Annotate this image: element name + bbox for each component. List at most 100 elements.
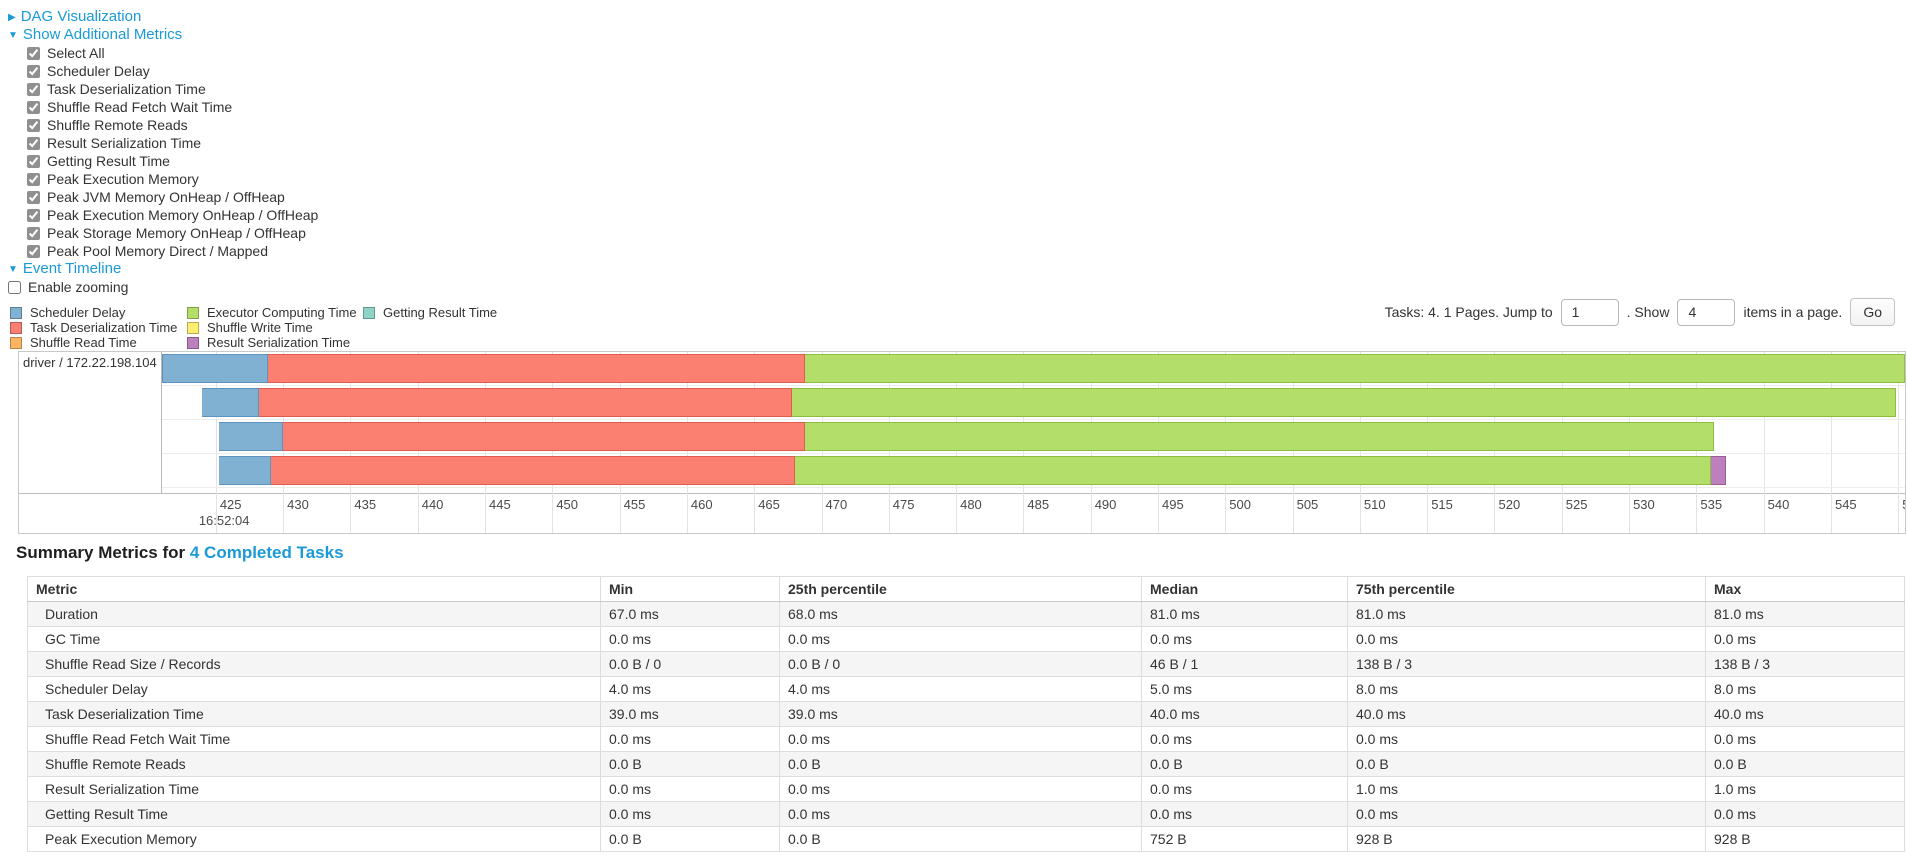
completed-tasks-link[interactable]: 4 Completed Tasks <box>189 543 344 562</box>
metric-checkbox-row: Peak Pool Memory Direct / Mapped <box>27 242 1907 260</box>
metric-name-cell: Peak Execution Memory <box>27 826 601 852</box>
metric-value-cell: 1.0 ms <box>1347 776 1706 802</box>
metric-value-cell: 138 B / 3 <box>1705 651 1905 677</box>
metric-value-cell: 8.0 ms <box>1347 676 1706 702</box>
task-bar-scheduler-delay[interactable] <box>162 354 269 383</box>
expanded-arrow-icon: ▼ <box>8 30 18 41</box>
shuffle-read-fetch-wait-time-checkbox[interactable] <box>27 100 40 114</box>
timeline-row-separator <box>162 453 1905 454</box>
task-bar-executor-computing[interactable] <box>805 354 1905 383</box>
task-bar-task-deserialization[interactable] <box>268 354 806 383</box>
metric-value-cell: 0.0 ms <box>779 626 1142 652</box>
executor-label: driver / 172.22.198.104 <box>23 355 157 370</box>
event-timeline-toggle[interactable]: ▼ Event Timeline <box>8 260 1907 278</box>
result-serialization-time-checkbox[interactable] <box>27 136 40 150</box>
metric-checkbox-label: Shuffle Remote Reads <box>47 117 188 133</box>
timeline-plot-area: 425 430 435 440 445 450 455 460 465 470 475 480 485 4… <box>162 352 1905 533</box>
task-bar-executor-computing[interactable] <box>805 422 1714 451</box>
task-bar-scheduler-delay[interactable] <box>218 422 284 451</box>
peak-execution-memory-checkbox[interactable] <box>27 172 40 186</box>
timeline-tick-label: 535 <box>1700 497 1723 512</box>
task-bar-executor-computing[interactable] <box>794 456 1712 485</box>
metric-value-cell: 0.0 ms <box>1705 726 1905 752</box>
metric-checkbox-label: Shuffle Read Fetch Wait Time <box>47 99 233 115</box>
dag-visualization-toggle[interactable]: ▶ DAG Visualization <box>8 8 1907 26</box>
metric-checkbox-row: Peak Execution Memory <box>27 170 1907 188</box>
peak-execution-memory-onheap-offheap-checkbox[interactable] <box>27 208 40 222</box>
metric-checkbox-label: Task Deserialization Time <box>47 81 206 97</box>
task-bar-result-serialization[interactable] <box>1711 456 1726 485</box>
event-timeline-label: Event Timeline <box>22 260 122 277</box>
metric-value-cell: 0.0 ms <box>1347 801 1706 827</box>
timeline-tick-label: 485 <box>1027 497 1050 512</box>
scheduler-delay-swatch-icon <box>10 306 22 319</box>
timeline-tick-label: 445 <box>489 497 511 512</box>
legend-item: Result Serialization Time <box>187 335 363 350</box>
task-bar-scheduler-delay[interactable] <box>202 388 259 417</box>
peak-jvm-memory-onheap-offheap-checkbox[interactable] <box>27 190 40 204</box>
shuffle-write-time-swatch-icon <box>187 321 199 334</box>
legend-item-label: Executor Computing Time <box>207 305 357 320</box>
timeline-tick-label: 425 <box>219 497 242 512</box>
task-bar-scheduler-delay[interactable] <box>218 456 271 485</box>
result-serialization-time-swatch-icon <box>187 336 199 349</box>
metric-checkbox-label: Getting Result Time <box>47 153 170 169</box>
metric-value-cell: 0.0 B <box>1347 751 1706 777</box>
metric-checkbox-label: Peak Storage Memory OnHeap / OffHeap <box>47 225 306 241</box>
timeline-row-separator <box>162 419 1905 420</box>
shuffle-remote-reads-checkbox[interactable] <box>27 118 40 132</box>
metric-name-cell: Shuffle Read Fetch Wait Time <box>27 726 601 752</box>
getting-result-time-checkbox[interactable] <box>27 154 40 168</box>
metric-value-cell: 928 B <box>1705 826 1905 852</box>
legend-item: Getting Result Time <box>363 305 497 320</box>
collapsed-arrow-icon: ▶ <box>8 12 16 23</box>
legend-column: Getting Result Time <box>363 305 497 350</box>
peak-storage-memory-onheap-offheap-checkbox[interactable] <box>27 226 40 240</box>
timeline-tick-label: 470 <box>825 497 848 512</box>
legend-item-label: Getting Result Time <box>383 305 498 320</box>
legend-and-pagination-row: Scheduler Delay Task Deserialization Time… <box>10 298 1907 351</box>
column-header-metric: Metric <box>27 576 601 602</box>
scheduler-delay-checkbox[interactable] <box>27 64 40 78</box>
legend-item: Shuffle Read Time <box>10 335 187 350</box>
timeline-tick-label: 505 <box>1296 497 1319 512</box>
metric-value-cell: 0.0 B <box>1141 751 1348 777</box>
task-deserialization-time-checkbox[interactable] <box>27 82 40 96</box>
task-bar-task-deserialization[interactable] <box>258 388 792 417</box>
metrics-checkbox-list: Select All Scheduler Delay Task Deserializ… <box>27 44 1907 260</box>
select-all-checkbox[interactable] <box>27 46 40 60</box>
timeline-tick-label: 515 <box>1431 497 1453 512</box>
show-additional-metrics-toggle[interactable]: ▼ Show Additional Metrics <box>8 26 1907 44</box>
metric-name-cell: Task Deserialization Time <box>27 701 601 727</box>
timeline-tick-label: 520 <box>1498 497 1521 512</box>
metric-value-cell: 0.0 ms <box>779 801 1142 827</box>
metric-value-cell: 81.0 ms <box>1705 601 1905 627</box>
go-button[interactable]: Go <box>1850 298 1895 326</box>
items-per-page-input[interactable] <box>1677 298 1736 326</box>
legend-column: Scheduler Delay Task Deserialization Time… <box>10 305 187 350</box>
summary-metrics-title: Summary Metrics for 4 Completed Tasks <box>16 543 1907 564</box>
column-header-min: Min <box>600 576 780 602</box>
metric-value-cell: 0.0 B <box>600 751 780 777</box>
metric-value-cell: 0.0 ms <box>1705 801 1905 827</box>
metric-value-cell: 68.0 ms <box>779 601 1142 627</box>
metric-value-cell: 5.0 ms <box>1141 676 1348 702</box>
task-bar-task-deserialization[interactable] <box>283 422 806 451</box>
tasks-pagination: Tasks: 4. 1 Pages. Jump to . Show items … <box>1385 298 1895 326</box>
metric-checkbox-row: Task Deserialization Time <box>27 80 1907 98</box>
task-bar-task-deserialization[interactable] <box>271 456 795 485</box>
dag-visualization-label: DAG Visualization <box>20 8 142 25</box>
timeline-gridline <box>215 352 217 533</box>
task-bar-executor-computing[interactable] <box>791 388 1896 417</box>
enable-zooming-checkbox[interactable] <box>8 280 21 294</box>
metric-value-cell: 138 B / 3 <box>1347 651 1706 677</box>
metric-value-cell: 4.0 ms <box>779 676 1142 702</box>
metric-checkbox-label: Peak Execution Memory OnHeap / OffHeap <box>47 207 319 223</box>
metric-value-cell: 40.0 ms <box>1705 701 1905 727</box>
peak-pool-memory-direct-mapped-checkbox[interactable] <box>27 244 40 258</box>
metric-name-cell: Shuffle Read Size / Records <box>27 651 601 677</box>
metric-value-cell: 81.0 ms <box>1141 601 1348 627</box>
metric-value-cell: 0.0 ms <box>600 776 780 802</box>
jump-to-page-input[interactable] <box>1560 298 1619 326</box>
timeline-gridline <box>1898 352 1900 533</box>
